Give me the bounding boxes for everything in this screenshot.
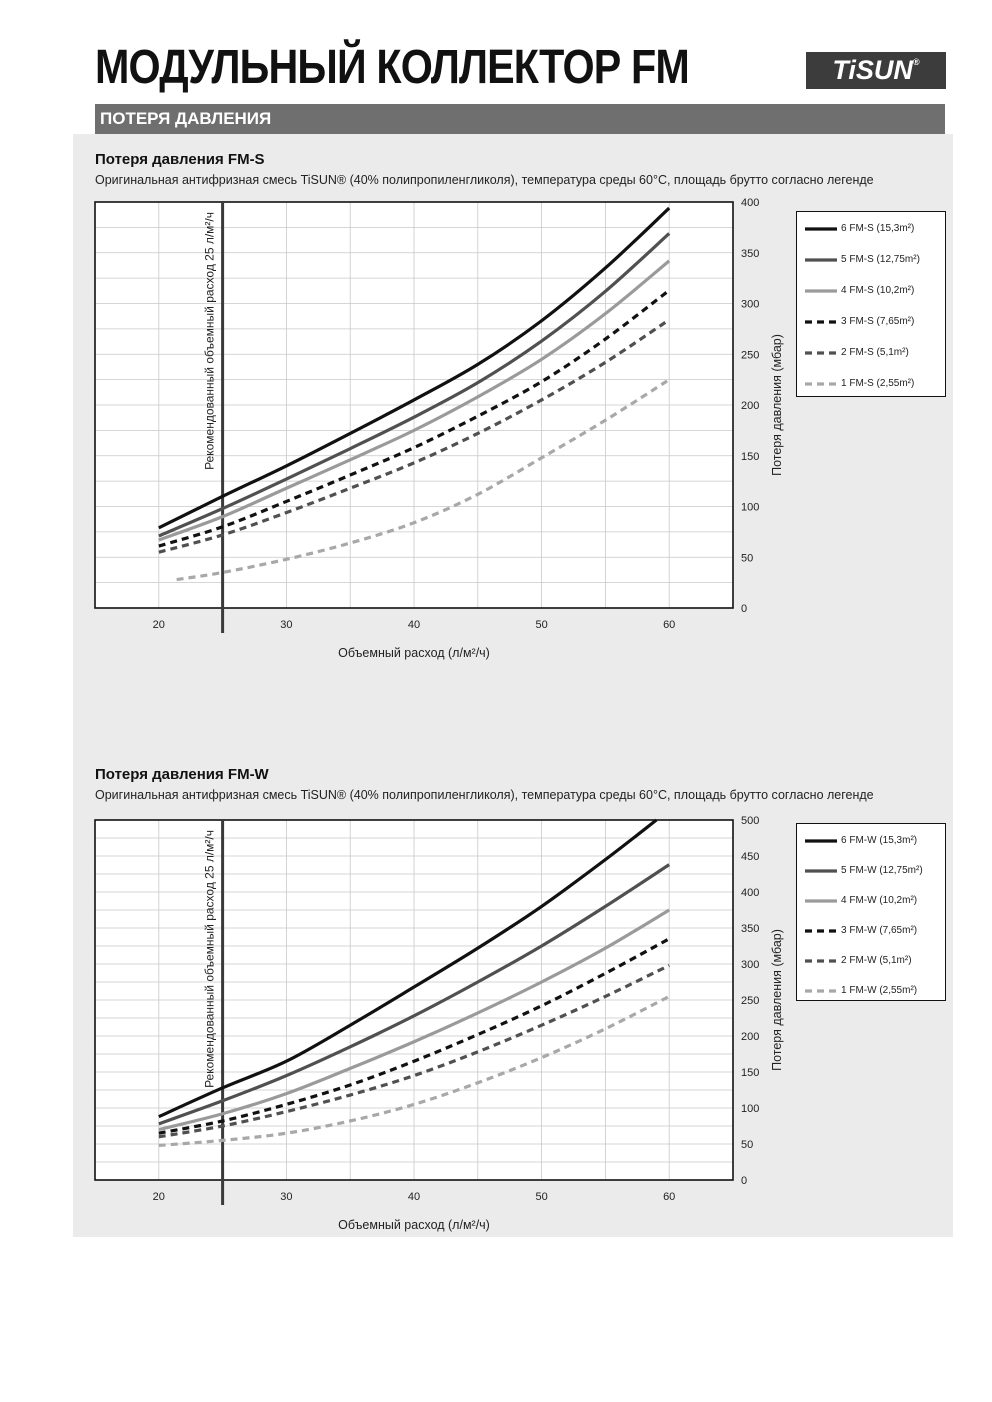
legend-swatch [805,959,837,963]
y-tick-label: 150 [741,1067,759,1079]
legend-swatch [805,989,837,993]
legend-label: 4 FM-S (10,2m²) [841,285,915,296]
plot-frame [94,201,734,609]
y-tick-label: 0 [741,603,747,615]
y-tick-label: 0 [741,1175,747,1187]
legend-label: 4 FM-W (10,2m²) [841,895,918,906]
recommended-flow-annotation: Рекомендованный объемный расход 25 л/м²/… [203,830,217,1088]
legend-swatch [805,289,837,293]
legend-label: 1 FM-S (2,55m²) [841,378,915,389]
y-axis-label: Потеря давления (мбар) [770,334,784,476]
legend-label: 5 FM-W (12,75m²) [841,865,923,876]
series-line-3 [158,259,671,542]
x-tick-label: 50 [535,1191,547,1203]
chart-2-subtitle: Оригинальная антифризная смесь TiSUN® (4… [95,788,874,802]
x-tick-label: 60 [663,1191,675,1203]
series-line-3 [158,908,671,1132]
y-tick-label: 200 [741,400,759,412]
series-line-5 [158,964,670,1139]
logo-registered-mark: ® [912,57,920,67]
y-tick-label: 250 [741,995,759,1007]
page-title: МОДУЛЬНЫЙ КОЛЛЕКТОР FM [95,41,690,94]
series-line-6 [158,994,670,1148]
y-tick-label: 100 [741,1103,759,1115]
y-tick-label: 150 [741,451,759,463]
grid [94,819,734,1181]
legend-label: 2 FM-S (5,1m²) [841,347,909,358]
series-line-4 [158,289,671,548]
legend-label: 5 FM-S (12,75m²) [841,254,920,265]
y-tick-label: 200 [741,1031,759,1043]
legend-swatch [805,227,837,231]
x-tick-label: 30 [280,619,292,631]
legend-swatch [805,320,837,324]
legend-label: 6 FM-S (15,3m²) [841,223,915,234]
x-tick-label: 20 [153,1191,165,1203]
chart-2-title: Потеря давления FM-W [95,766,269,783]
y-tick-label: 350 [741,248,759,260]
legend-swatch [805,899,837,903]
legend-label: 3 FM-S (7,65m²) [841,316,915,327]
y-tick-label: 350 [741,923,759,935]
series-line-1 [158,206,671,530]
series-line-1 [158,818,658,1119]
y-tick-label: 300 [741,299,759,311]
legend-swatch [805,351,837,355]
legend-label: 2 FM-W (5,1m²) [841,955,912,966]
recommended-flow-annotation: Рекомендованный объемный расход 25 л/м²/… [203,212,217,470]
section-header-bar: ПОТЕРЯ ДАВЛЕНИЯ [95,104,945,134]
legend-swatch [805,929,837,933]
chart-1-title: Потеря давления FM-S [95,151,265,168]
legend-swatch [805,382,837,386]
y-tick-label: 400 [741,887,759,899]
chart-1-legend: 6 FM-S (15,3m²) 5 FM-S (12,75m²) 4 FM-S (1… [796,211,946,397]
legend-swatch [805,258,837,262]
tisun-logo: TiSUN® [806,52,946,89]
series-line-6 [176,378,671,582]
series-line-5 [158,318,671,554]
logo-text: TiSUN [832,55,913,85]
y-tick-label: 450 [741,851,759,863]
y-axis-label: Потеря давления (мбар) [770,929,784,1071]
section-label: ПОТЕРЯ ДАВЛЕНИЯ [100,109,272,128]
y-tick-label: 50 [741,1139,753,1151]
x-axis-label: Объемный расход (л/м²/ч) [338,646,490,660]
legend-swatch [805,869,837,873]
x-tick-label: 60 [663,619,675,631]
legend-label: 6 FM-W (15,3m²) [841,835,918,846]
x-tick-label: 40 [408,619,420,631]
series-line-2 [158,232,671,538]
y-tick-label: 400 [741,197,759,209]
legend-swatch [805,839,837,843]
legend-label: 3 FM-W (7,65m²) [841,925,918,936]
y-tick-label: 500 [741,815,759,827]
x-tick-label: 50 [535,619,547,631]
x-axis-label: Объемный расход (л/м²/ч) [338,1218,490,1232]
legend-label: 1 FM-W (2,55m²) [841,985,918,996]
series-line-4 [158,937,670,1135]
y-tick-label: 300 [741,959,759,971]
chart-fm-s: 20 30 40 50 60 0 50 100 150 200 250 300 350 400 Объемн… [94,197,784,660]
y-tick-label: 100 [741,502,759,514]
chart-2-legend: 6 FM-W (15,3m²) 5 FM-W (12,75m²) 4 FM-W (1… [796,823,946,1001]
x-tick-label: 20 [153,619,165,631]
series-line-2 [158,863,671,1126]
chart-1-subtitle: Оригинальная антифризная смесь TiSUN® (4… [95,173,874,187]
plot-frame [94,819,734,1181]
x-tick-label: 30 [280,1191,292,1203]
x-tick-label: 40 [408,1191,420,1203]
y-tick-label: 250 [741,349,759,361]
y-tick-label: 50 [741,552,753,564]
